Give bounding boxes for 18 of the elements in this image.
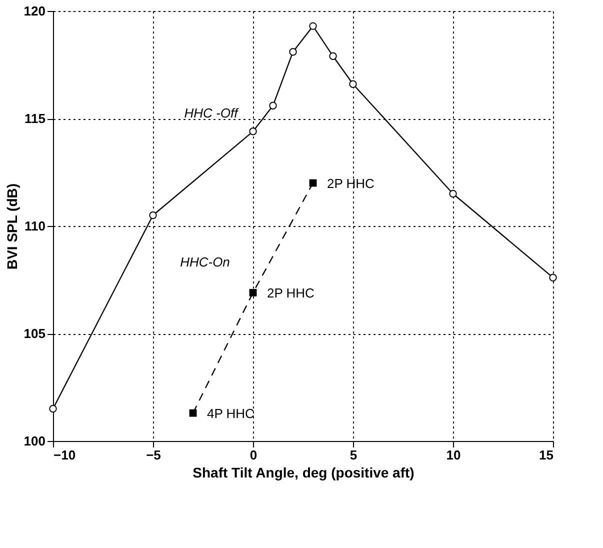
- y-tick-label: 100: [24, 434, 46, 448]
- y-tick-label: 120: [24, 4, 46, 18]
- x-tick-label: −10: [54, 448, 76, 462]
- x-axis-title: Shaft Tilt Angle, deg (positive aft): [192, 464, 414, 480]
- x-tick-label: 5: [350, 448, 358, 462]
- annotation: 4P HHC: [207, 406, 254, 422]
- x-tick-label: 0: [250, 448, 258, 462]
- x-tick-label: 15: [539, 448, 554, 462]
- series-label: HHC -Off: [184, 105, 240, 120]
- text: HHC-On: [180, 254, 230, 270]
- y-tick-label: 105: [24, 326, 46, 341]
- y-tick-label: 115: [24, 111, 46, 126]
- annotation: 2P HHC: [267, 286, 314, 301]
- x-tick-label: 10: [446, 448, 461, 462]
- x-tick-label: −5: [146, 448, 161, 462]
- y-axis-title: BVI SPL (dB): [4, 183, 20, 270]
- y-tick-label: 110: [24, 218, 46, 234]
- annotation: 2P HHC: [327, 176, 374, 191]
